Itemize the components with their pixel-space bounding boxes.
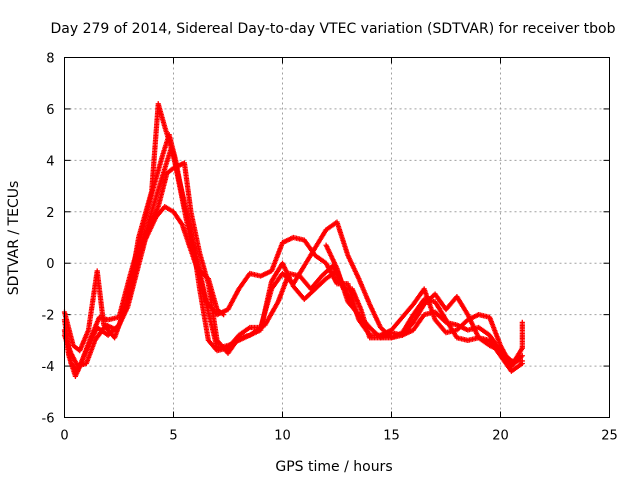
y-tick-label: -6 (42, 412, 55, 427)
x-axis-label: GPS time / hours (275, 459, 392, 475)
data-point (519, 358, 525, 364)
y-tick-label: 6 (46, 103, 54, 118)
y-tick-label: 0 (46, 257, 54, 272)
y-tick-label: -4 (42, 360, 55, 375)
series-track-a (61, 132, 525, 379)
series-track-e (125, 101, 525, 351)
x-tick-label: 15 (383, 429, 400, 444)
x-tick-label: 25 (601, 429, 618, 444)
data-point (367, 324, 373, 331)
x-tick-label: 20 (492, 429, 509, 444)
y-tick-label: 8 (46, 52, 54, 67)
x-tick-label: 10 (274, 429, 291, 444)
data-point (519, 345, 525, 351)
y-tick-label: -2 (42, 309, 55, 324)
y-tick-label: 2 (46, 206, 54, 221)
y-axis-label: SDTVAR / TECUs (6, 181, 22, 296)
series-track-d (61, 204, 525, 369)
x-tick-label: 5 (169, 429, 177, 444)
x-tick-label: 0 (60, 429, 68, 444)
chart-title: Day 279 of 2014, Sidereal Day-to-day VTE… (50, 21, 615, 37)
plot-frame (64, 57, 610, 418)
data-points (61, 101, 525, 379)
data-point (519, 353, 525, 359)
y-tick-label: 4 (46, 154, 54, 169)
data-point (221, 312, 227, 318)
series-track-b (61, 144, 525, 374)
